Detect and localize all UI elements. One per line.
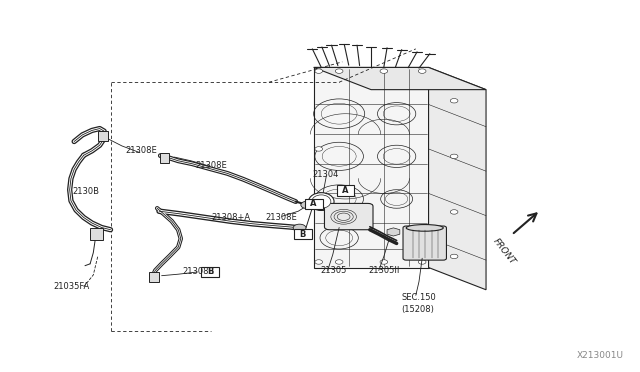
Circle shape (380, 260, 388, 264)
FancyBboxPatch shape (160, 153, 170, 163)
Text: 21305II: 21305II (368, 266, 399, 275)
Circle shape (335, 69, 343, 73)
Polygon shape (429, 67, 486, 290)
Ellipse shape (406, 225, 444, 231)
Text: SEC.150: SEC.150 (402, 293, 436, 302)
Text: 21308E: 21308E (125, 146, 157, 155)
Text: 21304: 21304 (312, 170, 339, 179)
Polygon shape (314, 67, 429, 267)
Circle shape (335, 260, 343, 264)
Text: (15208): (15208) (402, 305, 435, 314)
Circle shape (315, 260, 323, 264)
Polygon shape (314, 67, 486, 90)
Text: FRONT: FRONT (491, 237, 517, 267)
Text: 21308E: 21308E (266, 213, 298, 222)
FancyBboxPatch shape (149, 272, 159, 282)
Text: 21035FA: 21035FA (53, 282, 90, 291)
Text: A: A (342, 186, 349, 195)
FancyBboxPatch shape (294, 229, 312, 239)
Circle shape (315, 147, 323, 151)
Ellipse shape (312, 195, 331, 208)
Text: 2130B: 2130B (72, 187, 99, 196)
Text: 21308+A: 21308+A (211, 213, 251, 222)
Text: A: A (310, 199, 317, 208)
FancyBboxPatch shape (98, 131, 108, 141)
Circle shape (451, 99, 458, 103)
Circle shape (419, 69, 426, 73)
FancyBboxPatch shape (403, 226, 447, 260)
Circle shape (451, 210, 458, 214)
FancyBboxPatch shape (201, 267, 219, 277)
Text: X213001U: X213001U (577, 351, 623, 360)
FancyBboxPatch shape (305, 199, 323, 209)
Circle shape (451, 154, 458, 158)
Text: B: B (207, 267, 213, 276)
Circle shape (301, 201, 314, 209)
Circle shape (315, 69, 323, 73)
Circle shape (451, 254, 458, 259)
FancyBboxPatch shape (90, 228, 103, 240)
Text: 21308E: 21308E (182, 267, 214, 276)
FancyBboxPatch shape (337, 185, 355, 196)
Text: B: B (300, 230, 306, 239)
Ellipse shape (308, 193, 334, 211)
FancyBboxPatch shape (324, 203, 373, 230)
Circle shape (293, 224, 306, 232)
Circle shape (419, 260, 426, 264)
Text: 21305: 21305 (320, 266, 346, 275)
Text: 21308E: 21308E (195, 161, 227, 170)
Circle shape (380, 69, 388, 73)
Polygon shape (387, 228, 400, 236)
Circle shape (315, 202, 323, 207)
